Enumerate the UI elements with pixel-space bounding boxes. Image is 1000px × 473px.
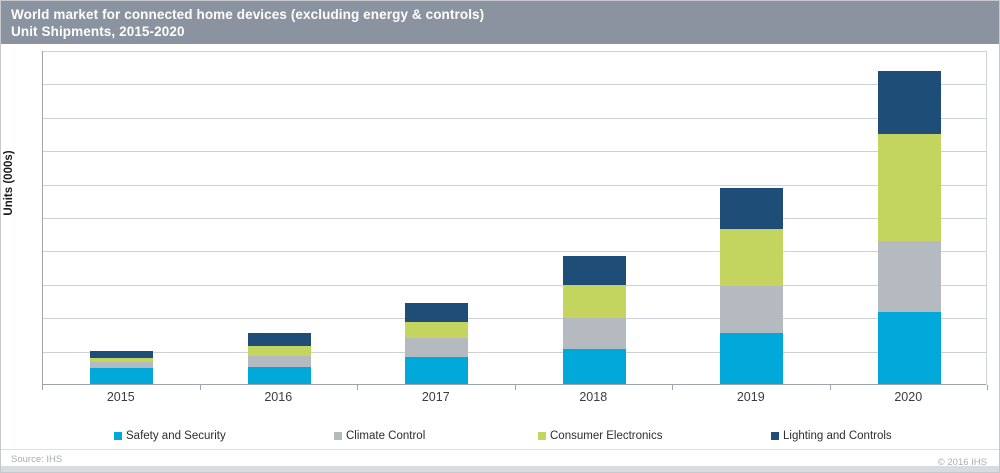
bar-2020 bbox=[877, 71, 941, 384]
legend-item: Consumer Electronics bbox=[538, 428, 662, 444]
legend-swatch bbox=[771, 432, 779, 440]
footer-divider bbox=[1, 449, 999, 450]
legend-label: Safety and Security bbox=[126, 430, 226, 442]
gridline bbox=[43, 84, 986, 86]
bar-2019 bbox=[720, 188, 784, 384]
legend-swatch bbox=[114, 432, 122, 440]
bar-segment bbox=[562, 255, 626, 286]
copyright-note: © 2016 IHS bbox=[937, 457, 987, 468]
x-axis-label: 2017 bbox=[421, 390, 450, 404]
legend-label: Climate Control bbox=[346, 430, 426, 442]
chart-title: World market for connected home devices … bbox=[11, 7, 485, 22]
gridline bbox=[43, 284, 986, 286]
x-axis-ticks bbox=[42, 385, 988, 391]
x-axis-label: 2016 bbox=[264, 390, 293, 404]
gridline bbox=[43, 218, 986, 219]
axis-tick bbox=[672, 385, 673, 390]
bar-segment bbox=[877, 133, 941, 242]
bar-segment bbox=[90, 368, 154, 384]
legend-item: Lighting and Controls bbox=[771, 428, 892, 444]
axis-tick bbox=[42, 385, 43, 390]
bar-2018 bbox=[562, 255, 626, 384]
plot-area bbox=[42, 51, 987, 385]
bar-segment bbox=[720, 286, 784, 333]
legend-swatch bbox=[334, 432, 342, 440]
axis-tick bbox=[514, 385, 516, 390]
legend: Safety and Security Climate Control Consum… bbox=[1, 428, 999, 444]
bar-segment bbox=[90, 362, 154, 369]
bar-segment bbox=[720, 188, 784, 230]
source-note: Source: IHS bbox=[11, 454, 63, 465]
bar-segment bbox=[247, 367, 311, 384]
bar-segment bbox=[562, 348, 626, 384]
x-axis-labels: 2015 2016 2017 2018 2019 2020 bbox=[42, 390, 987, 406]
legend-label: Lighting and Controls bbox=[783, 430, 892, 442]
bar-segment bbox=[90, 358, 154, 363]
bar-2017 bbox=[405, 303, 469, 384]
legend-label: Consumer Electronics bbox=[550, 430, 663, 442]
chart-header: World market for connected home devices … bbox=[1, 1, 999, 44]
x-axis-label: 2019 bbox=[736, 390, 765, 404]
bar-segment bbox=[405, 338, 469, 358]
x-axis-label: 2020 bbox=[894, 390, 923, 404]
x-axis-label: 2015 bbox=[106, 390, 135, 404]
bar-segment bbox=[562, 285, 626, 318]
axis-tick bbox=[199, 385, 201, 390]
y-axis-label: Units (000s) bbox=[3, 150, 15, 216]
gridline bbox=[43, 251, 986, 253]
bar-segment bbox=[877, 71, 941, 134]
bar-segment bbox=[720, 332, 784, 384]
gridline bbox=[43, 51, 986, 52]
axis-tick bbox=[829, 385, 831, 390]
bar-2016 bbox=[247, 332, 311, 384]
gridline bbox=[43, 151, 986, 153]
x-axis-label: 2018 bbox=[579, 390, 608, 404]
bar-segment bbox=[405, 321, 469, 339]
axis-tick bbox=[357, 385, 358, 390]
bar-segment bbox=[405, 357, 469, 384]
bar-segment bbox=[247, 346, 311, 357]
bar-segment bbox=[720, 229, 784, 287]
gridline bbox=[43, 117, 986, 119]
legend-item: Climate Control bbox=[334, 428, 425, 444]
axis-tick bbox=[987, 385, 988, 390]
bar-segment bbox=[90, 351, 154, 359]
legend-item: Safety and Security bbox=[114, 428, 226, 444]
gridline bbox=[43, 318, 986, 320]
bar-2015 bbox=[90, 351, 154, 384]
chart-subtitle: Unit Shipments, 2015-2020 bbox=[11, 24, 185, 39]
gridline bbox=[43, 184, 986, 186]
x-axis-line bbox=[43, 384, 986, 385]
gridline bbox=[43, 351, 986, 353]
bar-segment bbox=[562, 317, 626, 349]
bottom-strip bbox=[1, 466, 999, 472]
bar-segment bbox=[405, 303, 469, 322]
bar-segment bbox=[877, 241, 941, 312]
bar-segment bbox=[247, 332, 311, 347]
bar-segment bbox=[877, 311, 941, 384]
legend-swatch bbox=[538, 432, 546, 440]
bar-segment bbox=[247, 356, 311, 368]
